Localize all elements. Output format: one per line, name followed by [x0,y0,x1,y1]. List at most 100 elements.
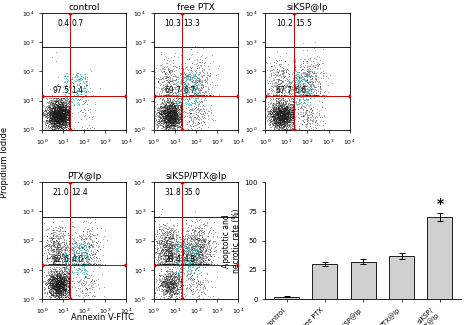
Point [55,291,63,296]
Point [168,115,176,121]
Point [312,88,319,93]
Point [53,122,60,127]
Point [193,247,200,253]
Point [51,275,58,280]
Point [59,122,67,127]
Point [58,119,66,124]
Point [301,88,308,94]
Point [201,89,209,94]
Point [65,99,73,105]
Point [50,280,57,286]
Point [295,93,302,98]
Point [66,282,73,288]
Point [78,110,86,115]
Point [45,107,53,112]
Point [160,117,167,122]
Point [56,235,63,240]
Point [279,110,287,115]
Point [156,115,163,120]
Point [275,115,283,120]
Point [52,107,60,112]
Point [54,261,62,266]
Point [66,280,73,285]
Point [196,261,204,266]
Point [53,112,61,118]
Point [165,117,172,122]
Point [159,250,166,255]
Point [50,111,58,117]
Point [54,102,61,108]
Point [59,116,66,121]
Point [271,124,278,129]
Point [319,71,327,76]
Point [52,296,60,302]
Point [89,252,96,257]
Point [62,283,70,288]
Point [170,69,178,74]
Point [60,275,68,280]
Point [75,292,82,297]
Point [185,108,192,113]
Point [164,282,171,287]
Point [191,235,199,240]
Point [177,102,185,108]
Point [163,60,171,65]
Point [165,103,173,108]
Point [52,279,60,284]
Point [289,99,296,105]
Point [280,112,288,117]
Point [268,118,276,123]
Point [53,261,61,266]
Point [174,116,182,121]
Point [157,257,164,262]
Point [62,294,70,300]
Point [60,115,67,120]
Point [78,75,85,81]
Point [190,230,198,235]
Point [188,253,195,258]
Point [171,109,179,114]
Point [162,239,169,244]
Point [192,219,199,224]
Point [66,127,73,132]
Point [276,115,283,120]
Point [189,73,197,78]
Point [274,111,281,116]
Point [66,117,73,122]
Point [59,292,67,297]
Point [54,239,61,244]
Point [171,261,178,266]
Point [197,254,205,260]
Point [48,114,55,119]
Point [165,113,173,118]
Point [160,279,168,284]
Point [172,115,179,121]
Point [165,109,173,114]
Point [53,111,61,117]
Point [54,96,61,101]
Point [275,103,282,108]
Point [195,113,202,119]
Point [81,274,88,280]
Point [185,252,192,257]
Point [54,285,62,291]
Point [161,247,169,252]
Point [166,107,173,112]
Point [168,121,176,126]
Point [54,108,62,113]
Point [59,283,66,288]
Point [172,261,180,266]
Point [52,111,60,117]
Point [163,100,171,105]
Point [289,112,296,117]
Point [42,107,50,112]
Point [58,120,66,125]
Point [49,282,56,288]
Point [192,257,199,262]
Point [164,295,171,300]
Point [275,119,283,124]
Point [66,104,73,109]
Point [292,93,299,98]
Point [62,254,69,259]
Point [168,100,175,105]
